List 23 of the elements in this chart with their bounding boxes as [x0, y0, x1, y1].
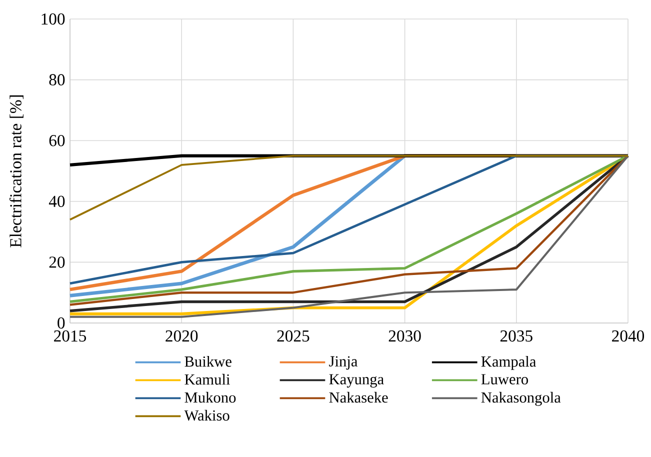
legend-label: Kamuli: [184, 374, 230, 385]
legend-label: Luwero: [481, 374, 528, 384]
legend-label: Buikwe: [184, 356, 232, 367]
x-tick-label: 2020: [166, 330, 198, 342]
y-axis-title: Electrification rate [%]: [9, 95, 24, 248]
x-tick-label: 2035: [500, 330, 532, 342]
y-tick-label: 0: [58, 317, 65, 329]
x-tick-label: 2025: [277, 330, 310, 342]
y-tick-label: 80: [49, 74, 65, 86]
y-tick-label: 100: [42, 13, 65, 25]
y-tick-label: 40: [48, 196, 65, 208]
legend-label: Kampala: [481, 356, 536, 370]
legend-label: Wakiso: [184, 410, 230, 421]
legend-label: Kayunga: [329, 374, 384, 388]
x-tick-label: 2040: [612, 330, 644, 342]
legend-label: Jinja: [329, 356, 358, 370]
legend-label: Mukono: [184, 392, 236, 403]
y-tick-label: 60: [49, 134, 65, 146]
y-tick-label: 20: [49, 256, 65, 268]
legend-label: Nakaseke: [329, 392, 388, 403]
legend-label: Nakasongola: [481, 392, 561, 406]
x-tick-label: 2015: [54, 330, 86, 342]
x-tick-label: 2030: [388, 330, 421, 342]
